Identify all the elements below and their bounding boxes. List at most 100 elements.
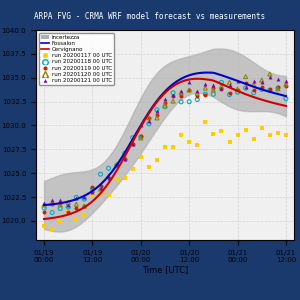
Point bbox=[235, 87, 240, 92]
Point bbox=[82, 204, 87, 208]
Point bbox=[243, 81, 248, 85]
Point bbox=[42, 200, 46, 205]
Point bbox=[58, 202, 63, 207]
Point bbox=[146, 164, 151, 169]
Point bbox=[114, 163, 119, 168]
Point bbox=[284, 96, 288, 101]
Point bbox=[90, 193, 95, 197]
Point bbox=[50, 210, 55, 215]
Point bbox=[187, 88, 192, 92]
Point bbox=[195, 142, 200, 147]
Point bbox=[50, 201, 55, 206]
Point bbox=[98, 191, 103, 196]
Text: ARPA FVG - CRMA WRF model forecast vs measurements: ARPA FVG - CRMA WRF model forecast vs me… bbox=[34, 12, 266, 21]
Point bbox=[130, 135, 135, 140]
Point bbox=[130, 141, 135, 146]
Point bbox=[195, 88, 200, 93]
Point bbox=[284, 78, 288, 83]
Point bbox=[42, 210, 46, 215]
Point bbox=[251, 88, 256, 93]
Point bbox=[275, 130, 280, 135]
Point bbox=[227, 140, 232, 145]
Point bbox=[82, 197, 87, 202]
Point bbox=[179, 94, 184, 99]
Point bbox=[259, 80, 264, 84]
Point bbox=[98, 185, 103, 190]
Point bbox=[211, 92, 216, 97]
Point bbox=[179, 132, 184, 137]
Point bbox=[251, 137, 256, 142]
Point bbox=[98, 172, 103, 177]
Point bbox=[114, 162, 119, 167]
Point bbox=[74, 195, 79, 200]
Point bbox=[259, 125, 264, 130]
Point bbox=[243, 86, 248, 91]
Point bbox=[203, 86, 208, 91]
Point bbox=[163, 96, 167, 101]
Point bbox=[284, 84, 288, 88]
Point bbox=[98, 187, 103, 191]
Point bbox=[219, 80, 224, 85]
Point bbox=[163, 104, 167, 109]
Point bbox=[66, 209, 71, 214]
Point bbox=[90, 184, 95, 189]
Point bbox=[106, 166, 111, 171]
Point bbox=[138, 154, 143, 159]
Point bbox=[284, 133, 288, 137]
Point bbox=[227, 80, 232, 85]
Point bbox=[138, 135, 143, 140]
Point bbox=[243, 74, 248, 79]
Point bbox=[50, 227, 55, 232]
Point bbox=[66, 205, 71, 209]
Point bbox=[275, 86, 280, 91]
Point bbox=[58, 200, 63, 205]
Point bbox=[211, 131, 216, 136]
Point bbox=[163, 103, 167, 108]
Point bbox=[146, 116, 151, 120]
Legend: incertezza, Fossalon, Cervignano, run 20200117 00 UTC, run 20200118 00 UTC, run : incertezza, Fossalon, Cervignano, run 20… bbox=[39, 33, 114, 85]
Point bbox=[171, 145, 176, 150]
Point bbox=[211, 88, 216, 92]
Point bbox=[154, 107, 159, 112]
Point bbox=[187, 99, 192, 104]
Point bbox=[284, 82, 288, 87]
Point bbox=[179, 99, 184, 104]
Point bbox=[106, 176, 111, 180]
Point bbox=[259, 78, 264, 82]
Point bbox=[114, 176, 119, 181]
X-axis label: Time [UTC]: Time [UTC] bbox=[142, 266, 188, 274]
Point bbox=[203, 119, 208, 124]
Point bbox=[154, 158, 159, 163]
Point bbox=[66, 209, 71, 214]
Point bbox=[171, 90, 176, 95]
Point bbox=[58, 206, 63, 211]
Point bbox=[195, 97, 200, 102]
Point bbox=[50, 201, 55, 206]
Point bbox=[122, 157, 127, 162]
Point bbox=[42, 202, 46, 207]
Point bbox=[259, 87, 264, 92]
Point bbox=[122, 175, 127, 180]
Point bbox=[114, 163, 119, 168]
Point bbox=[154, 113, 159, 118]
Point bbox=[219, 129, 224, 134]
Point bbox=[195, 94, 200, 98]
Point bbox=[235, 79, 240, 84]
Point bbox=[203, 82, 208, 87]
Point bbox=[171, 93, 176, 98]
Point bbox=[227, 92, 232, 97]
Point bbox=[171, 93, 176, 98]
Point bbox=[58, 219, 63, 224]
Point bbox=[90, 190, 95, 194]
Point bbox=[82, 203, 87, 208]
Point bbox=[74, 218, 79, 223]
Point bbox=[211, 82, 216, 87]
Point bbox=[243, 85, 248, 89]
Point bbox=[138, 123, 143, 128]
Point bbox=[235, 90, 240, 94]
Point bbox=[106, 193, 111, 197]
Point bbox=[251, 90, 256, 95]
Point bbox=[163, 101, 167, 106]
Point bbox=[267, 133, 272, 137]
Point bbox=[275, 84, 280, 89]
